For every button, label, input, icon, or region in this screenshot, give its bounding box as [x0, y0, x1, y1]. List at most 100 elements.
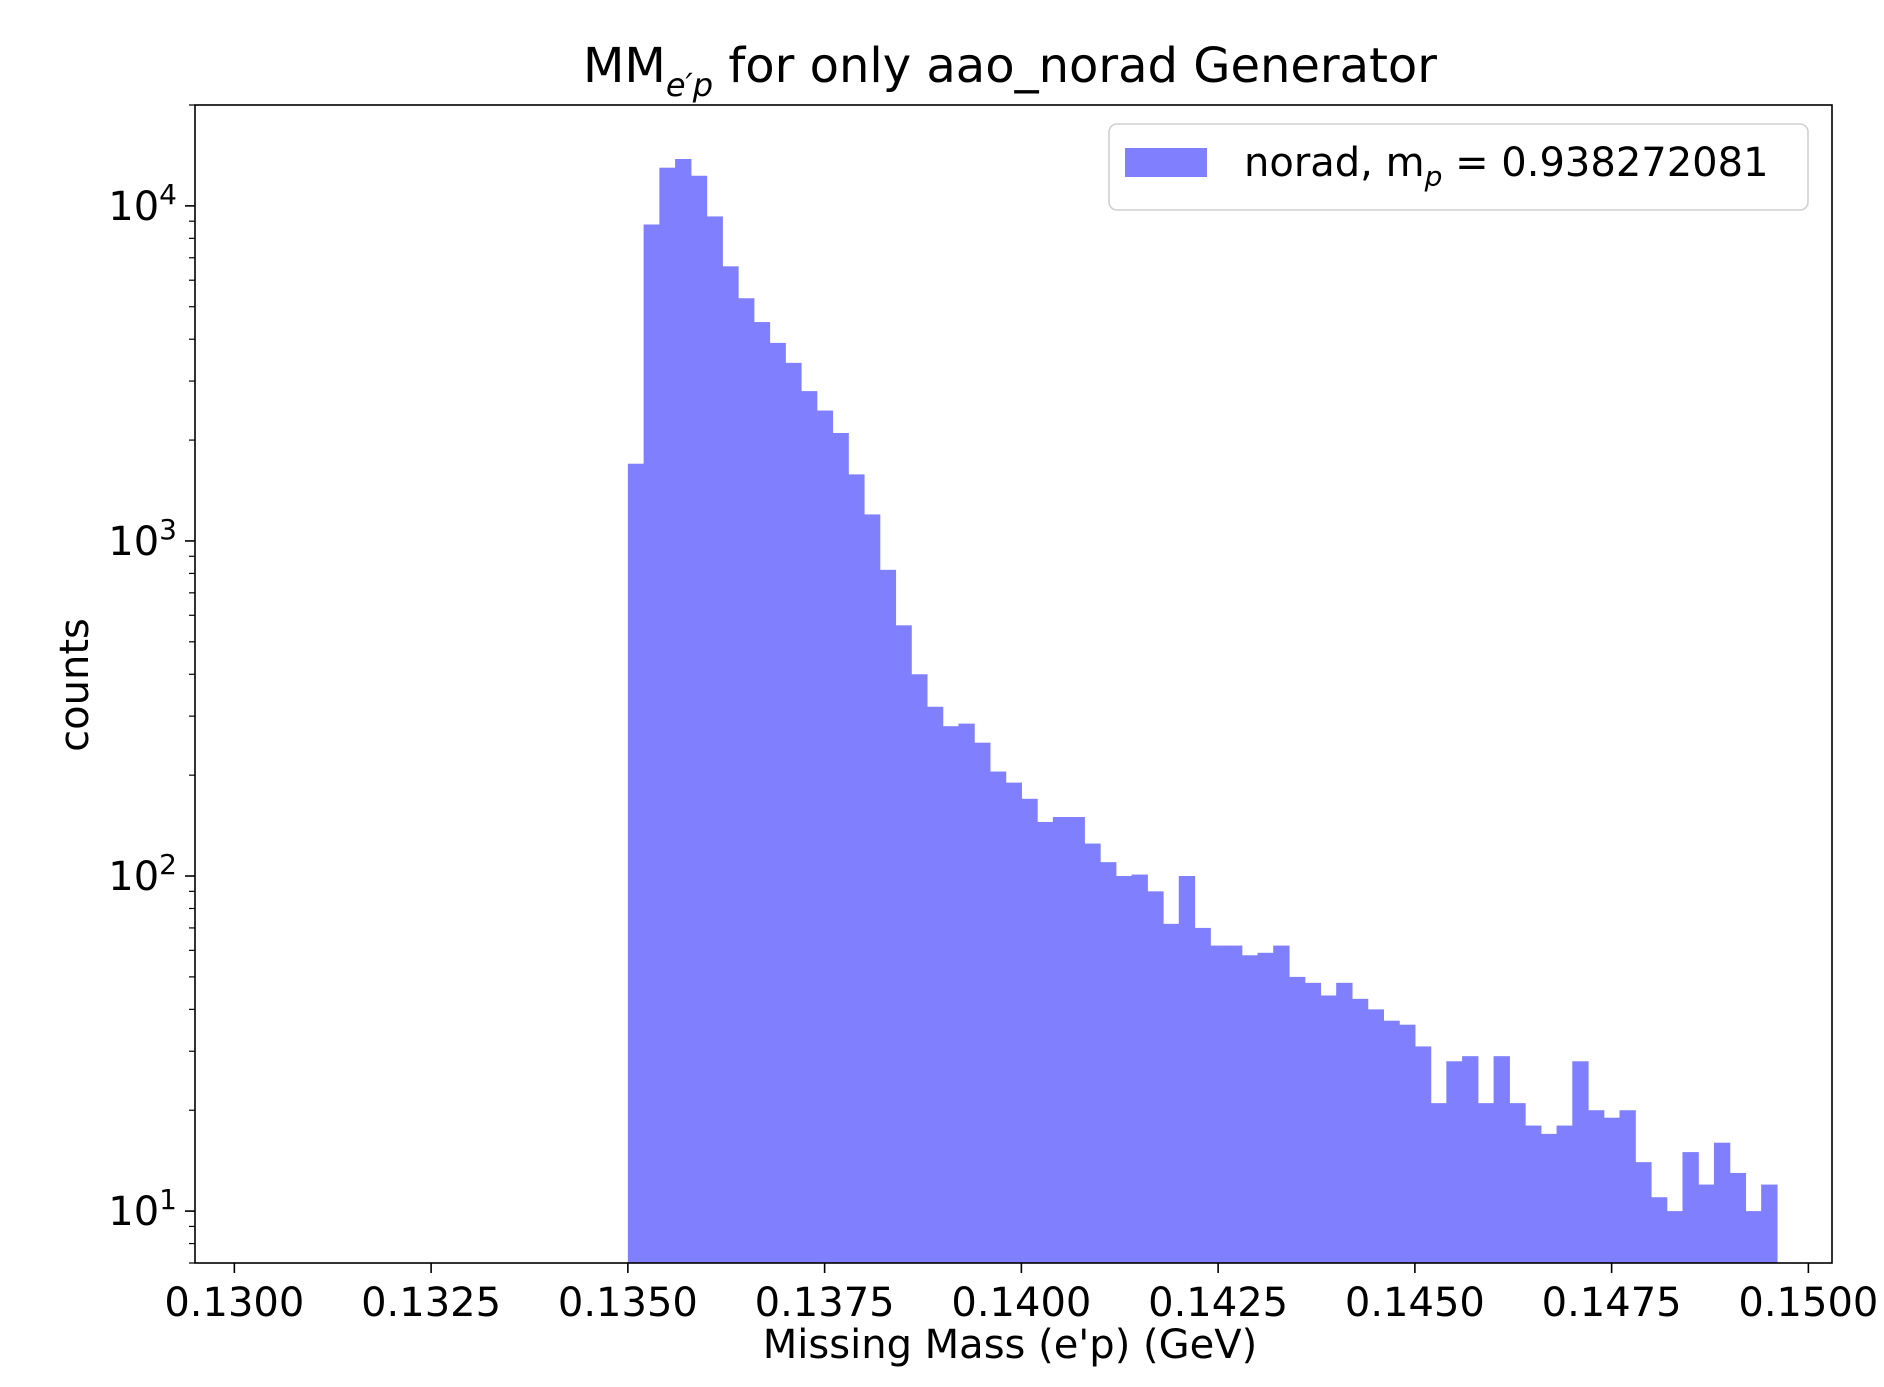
- histogram-bar: [1572, 1061, 1589, 1263]
- legend-label-main: norad, m: [1244, 140, 1425, 186]
- y-tick-base: 10: [108, 184, 159, 230]
- x-tick-label: 0.1500: [1738, 1280, 1878, 1326]
- histogram-bar: [1399, 1024, 1416, 1263]
- histogram-bar: [1698, 1184, 1715, 1263]
- histogram-bar: [1351, 998, 1369, 1263]
- x-axis-ticks: 0.1300 0.1325 0.1350 0.1375 0.1400 0.1425 0.14…: [164, 1263, 1878, 1326]
- histogram-bar: [1619, 1110, 1636, 1263]
- histogram-bar: [911, 674, 928, 1263]
- y-tick-exponent: 4: [159, 178, 177, 211]
- histogram-bar: [1320, 995, 1337, 1263]
- legend-label-subscript: p: [1424, 160, 1443, 193]
- histogram-bar: [769, 342, 786, 1263]
- histogram-bar: [801, 391, 818, 1263]
- legend-swatch: [1125, 148, 1207, 177]
- histogram-bar: [1682, 1152, 1699, 1263]
- histogram-bar: [1745, 1211, 1762, 1263]
- histogram-bar: [1147, 891, 1164, 1263]
- histogram-bar: [785, 362, 802, 1263]
- histogram-bar: [1005, 782, 1022, 1263]
- y-tick-label: 104: [108, 178, 177, 230]
- chart-title-rest: for only aao_norad Generator: [713, 38, 1437, 94]
- histogram-bar: [1477, 1103, 1495, 1263]
- histogram-bar: [1100, 862, 1117, 1263]
- histogram-bar: [722, 266, 739, 1264]
- legend-label-rest: = 0.938272081: [1442, 140, 1768, 186]
- histogram-bar: [1603, 1117, 1621, 1263]
- x-tick-label: 0.1300: [164, 1280, 304, 1326]
- histogram-bar: [1052, 817, 1070, 1263]
- histogram-bar: [675, 159, 692, 1263]
- histogram-bar: [1068, 817, 1085, 1263]
- chart-title-subscript: e′p: [666, 66, 713, 104]
- x-tick-label: 0.1450: [1345, 1280, 1485, 1326]
- histogram-bar: [832, 432, 849, 1264]
- histogram-bar: [1414, 1046, 1432, 1263]
- histogram-bar: [1383, 1020, 1400, 1263]
- histogram-bar: [1021, 798, 1038, 1263]
- histogram-bar: [1194, 927, 1211, 1263]
- histogram-bar: [1650, 1197, 1668, 1263]
- histogram-bar: [1462, 1056, 1479, 1263]
- legend-frame: [1108, 123, 1809, 211]
- y-tick-label: 102: [108, 848, 177, 900]
- y-axis-label: counts: [52, 618, 98, 752]
- histogram-bar: [1163, 923, 1180, 1263]
- histogram-bar: [863, 514, 881, 1263]
- histogram-bar: [1446, 1061, 1463, 1263]
- histogram-bar: [816, 410, 834, 1263]
- histogram-bar: [958, 723, 975, 1263]
- x-tick-label: 0.1375: [755, 1280, 895, 1326]
- histogram-bar: [1131, 874, 1148, 1263]
- histogram-bar: [643, 224, 660, 1264]
- y-tick-exponent: 2: [159, 848, 177, 881]
- histogram-bar: [627, 463, 645, 1264]
- histogram-bar: [1257, 952, 1274, 1263]
- histogram-bar: [1430, 1103, 1447, 1263]
- histogram-bar: [1713, 1142, 1731, 1263]
- histogram-bar: [1288, 976, 1306, 1263]
- x-tick-label: 0.1325: [361, 1280, 501, 1326]
- histogram-bar: [1761, 1184, 1778, 1263]
- histogram-bar: [1493, 1056, 1510, 1263]
- histogram-bar: [1666, 1211, 1684, 1263]
- histogram-bar: [1367, 1009, 1384, 1263]
- y-tick-base: 10: [108, 1189, 159, 1235]
- histogram-bar: [1509, 1103, 1526, 1263]
- plot-frame: [194, 104, 1833, 1264]
- x-axis-label: Missing Mass (e'p) (GeV): [763, 1322, 1257, 1368]
- histogram-bar: [1241, 955, 1259, 1263]
- histogram-bar: [848, 474, 865, 1263]
- y-tick-label: 103: [108, 513, 177, 565]
- histogram-bar: [974, 742, 991, 1263]
- histogram-bar: [879, 569, 897, 1263]
- histogram-bar: [1273, 945, 1290, 1263]
- x-tick-label: 0.1400: [951, 1280, 1091, 1326]
- histogram-bar: [1556, 1125, 1573, 1263]
- histogram-bar: [895, 625, 912, 1263]
- histogram-bar: [1037, 821, 1054, 1263]
- y-tick-base: 10: [108, 854, 159, 900]
- histogram-bars: [627, 159, 1778, 1264]
- histogram-bar: [753, 322, 771, 1263]
- y-tick-exponent: 1: [159, 1183, 177, 1216]
- histogram-bar: [1115, 876, 1133, 1263]
- histogram-bar: [989, 771, 1007, 1263]
- histogram-bar: [1635, 1162, 1652, 1263]
- x-tick-label: 0.1425: [1148, 1280, 1288, 1326]
- histogram-bar: [706, 216, 723, 1264]
- histogram-bar: [1226, 945, 1243, 1263]
- histogram-bar: [1084, 843, 1101, 1263]
- legend: norad, mp = 0.938272081: [1108, 123, 1809, 211]
- histogram-bar: [1525, 1125, 1542, 1263]
- y-tick-base: 10: [108, 519, 159, 565]
- x-tick-label: 0.1475: [1542, 1280, 1682, 1326]
- histogram-bar: [926, 706, 944, 1263]
- histogram-bar: [1588, 1110, 1605, 1263]
- histogram-bar: [1210, 945, 1227, 1263]
- histogram-bar: [1729, 1172, 1747, 1263]
- chart-title-main: MM: [583, 38, 666, 94]
- histogram-bar: [1304, 982, 1322, 1263]
